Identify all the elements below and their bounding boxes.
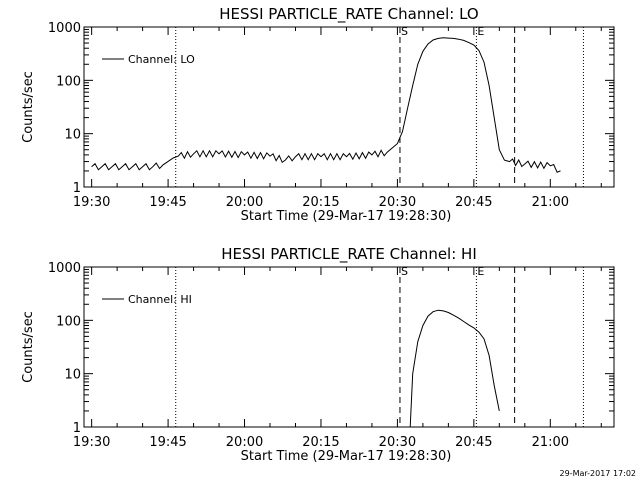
x-tick-label: 19:45 [149, 195, 186, 210]
x-tick-label: 20:00 [226, 435, 263, 450]
legend-entry: Channel: LO [128, 53, 195, 66]
x-tick-label: 20:45 [455, 435, 492, 450]
x-axis-label: Start Time (29-Mar-17 19:28:30) [241, 449, 452, 464]
x-tick-label: 19:30 [73, 195, 110, 210]
chart-title: HESSI PARTICLE_RATE Channel: HI [221, 245, 477, 264]
x-tick-label: 20:30 [379, 195, 416, 210]
legend-entry: Channel: HI [128, 293, 192, 306]
x-tick-label: 21:00 [532, 195, 569, 210]
marker-label: E [477, 265, 484, 278]
x-tick-label: 21:00 [532, 435, 569, 450]
x-tick-label: 19:45 [149, 435, 186, 450]
x-tick-label: 20:30 [379, 435, 416, 450]
footer-timestamp: 29-Mar-2017 17:02 [560, 469, 637, 478]
y-tick-label: 10 [64, 368, 81, 383]
y-tick-label: 10 [64, 128, 81, 143]
x-tick-label: 20:00 [226, 195, 263, 210]
x-tick-label: 20:15 [302, 435, 339, 450]
y-tick-label: 100 [56, 314, 81, 329]
marker-label: S [401, 265, 408, 278]
plot-frame [83, 26, 615, 188]
plot-frame [83, 266, 615, 428]
x-tick-label: 20:45 [455, 195, 492, 210]
x-tick-label: 19:30 [73, 435, 110, 450]
series-line-hi [409, 309, 500, 428]
x-axis-label: Start Time (29-Mar-17 19:28:30) [241, 209, 452, 224]
y-tick-label: 100 [56, 74, 81, 89]
y-tick-label: 1000 [48, 261, 81, 276]
marker-label: S [401, 25, 408, 38]
y-tick-label: 1 [73, 181, 81, 196]
series-line-lo [91, 37, 561, 173]
y-axis-label: Counts/sec [21, 311, 36, 383]
marker-label: E [477, 25, 484, 38]
y-tick-label: 1 [73, 421, 81, 436]
chart-title: HESSI PARTICLE_RATE Channel: LO [219, 5, 478, 24]
y-tick-label: 1000 [48, 21, 81, 36]
x-tick-label: 20:15 [302, 195, 339, 210]
y-axis-label: Counts/sec [21, 71, 36, 143]
